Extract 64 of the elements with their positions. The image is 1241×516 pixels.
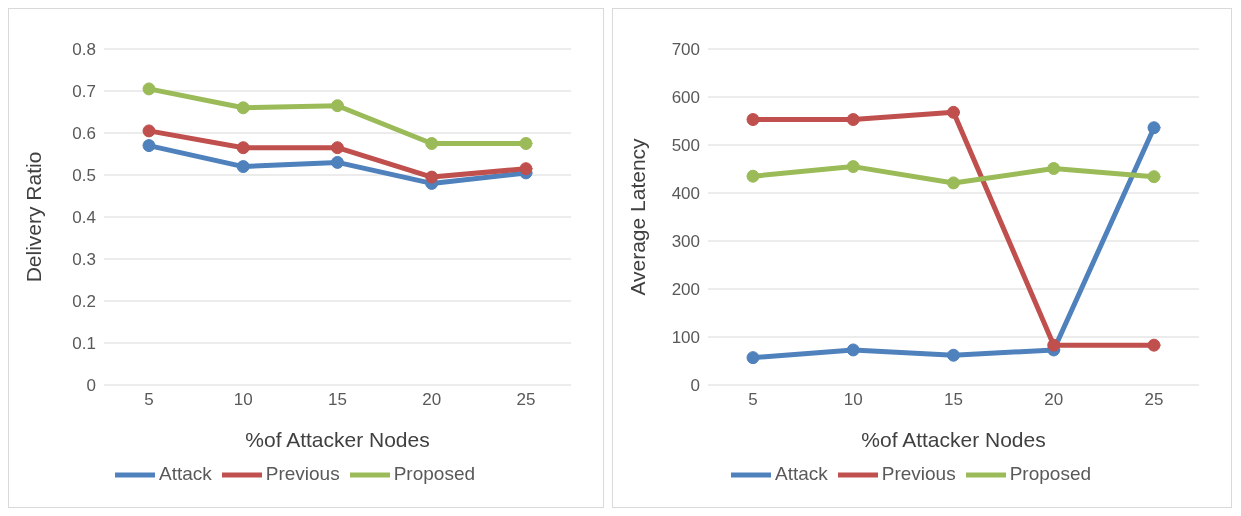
y-tick-label: 400 [671,184,700,204]
point [236,160,250,174]
y-tick-label: 200 [671,280,700,300]
y-tick-label: 0.3 [72,250,96,270]
point [142,139,156,153]
point [425,170,439,184]
point [142,124,156,138]
x-tick-label: 5 [748,390,758,410]
point [846,343,860,357]
y-axis-title: Average Latency [626,137,650,296]
x-tick-label: 25 [1144,390,1164,410]
point [1047,162,1061,176]
legend-label: Attack [774,463,828,485]
point [846,160,860,174]
point [1147,121,1161,135]
point [746,113,760,127]
y-tick-label: 700 [671,40,700,60]
point [519,137,533,150]
y-tick-label: 100 [671,328,700,348]
point [331,99,344,113]
x-tick-label: 25 [516,390,536,410]
x-tick-label: 10 [233,390,253,410]
legend-label: Proposed [1009,463,1092,485]
point [331,155,344,169]
point [746,169,760,183]
point [947,176,960,190]
point [519,162,533,176]
x-tick-label: 10 [843,390,863,410]
y-tick-label: 300 [671,232,700,252]
y-tick-label: 0 [86,376,96,396]
point [1047,338,1061,352]
y-tick-label: 0.8 [72,40,96,60]
y-tick-label: 0 [690,376,700,396]
y-tick-label: 0.1 [72,334,96,354]
point [846,113,860,127]
point [142,82,156,96]
x-tick-label: 5 [144,390,154,410]
y-axis-title: Delivery Ratio [22,151,46,283]
y-tick-label: 0.4 [72,208,96,228]
point [947,348,960,362]
point [1147,170,1161,184]
legend-label: Previous [265,463,340,485]
x-tick-label: 20 [1044,390,1064,410]
point [746,351,760,365]
y-tick-label: 600 [671,88,700,108]
point [236,101,250,115]
x-axis-title: %of Attacker Nodes [245,428,430,451]
point [425,137,439,150]
y-tick-label: 0.2 [72,292,96,312]
x-axis-title: %of Attacker Nodes [861,428,1046,451]
x-tick-label: 15 [944,390,963,410]
point [331,141,344,155]
point [1147,338,1161,352]
point [947,105,960,119]
legend-label: Attack [158,463,212,485]
x-tick-label: 20 [422,390,442,410]
point [236,141,250,155]
x-tick-label: 15 [328,390,347,410]
y-tick-label: 0.7 [72,82,96,102]
y-tick-label: 500 [671,136,700,156]
y-tick-label: 0.6 [72,124,96,144]
y-tick-label: 0.5 [72,166,96,186]
legend-label: Proposed [393,463,476,485]
legend-label: Previous [881,463,956,485]
